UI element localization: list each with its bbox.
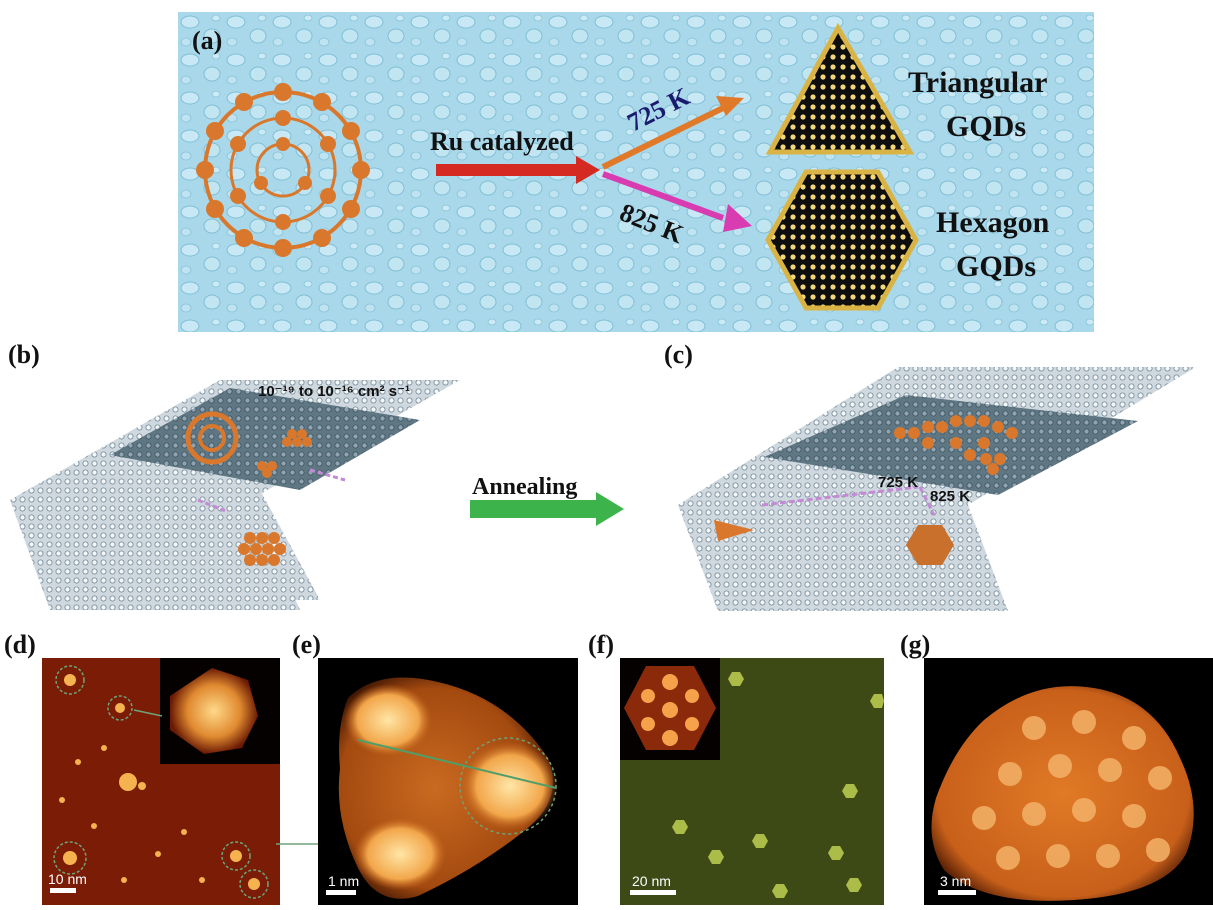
diffusion-label: 10⁻¹⁹ to 10⁻¹⁶ cm² s⁻¹ [258,383,410,400]
panel-g-letter: (g) [900,630,931,659]
arrow-725k [601,105,725,170]
carbon-clusters [238,429,312,566]
panel-b: 10⁻¹⁹ to 10⁻¹⁶ cm² s⁻¹ [0,360,470,610]
panel-c-illustration: 725 K 825 K [678,367,1196,611]
scale-bar-g: 3 nm [940,873,971,889]
panel-a-illustration: Ru catalyzed 725 K 825 K Triangular GQDs… [178,12,1094,332]
panel-c-letter: (c) [664,340,693,369]
scale-bar-f: 20 nm [632,873,671,889]
hexagonal-gqd-c [906,525,954,565]
panel-e-letter: (e) [292,630,321,659]
panel-b-letter: (b) [8,340,40,369]
cluster-network [894,415,1018,475]
annealing-label: Annealing [472,474,577,500]
arrow-825k [601,171,725,221]
panel-g: 3 nm [924,658,1213,905]
panel-a-letter: (a) [192,26,223,55]
water-background [178,12,1094,332]
stm-image-g: 3 nm [924,658,1213,905]
stm-image-d: 10 nm [42,658,280,905]
ru-substrate-region [110,388,420,490]
scale-bar-e: 1 nm [328,873,359,889]
stm-image-e: 1 nm [318,658,578,905]
triangular-gqd-c [714,520,754,541]
panel-f-letter: (f) [588,630,614,659]
fullerene-molecule [196,83,370,257]
panel-f: 20 nm [620,658,884,905]
panel-b-illustration: 10⁻¹⁹ to 10⁻¹⁶ cm² s⁻¹ [10,380,460,610]
annealing-step: Annealing [468,470,628,530]
hexagon-gqds-label: GQDs [956,250,1036,283]
ru-catalyzed-label: Ru catalyzed [430,127,574,156]
triangular-gqd [765,22,915,155]
hexagon-label: Hexagon [936,206,1050,239]
stm-image-f: 20 nm [620,658,884,905]
panel-d: 10 nm [42,658,280,905]
bottom-graphene-layer-c [678,505,1008,611]
panel-e: 1 nm [318,658,578,905]
temp-725-label-c: 725 K [878,474,918,491]
panel-d-letter: (d) [4,630,36,659]
hexagonal-gqd [765,169,919,311]
scale-bar-d: 10 nm [48,871,87,887]
panel-c: 725 K 825 K [668,355,1208,615]
hexagonal-gqds-field [672,672,884,898]
temp-825-label-c: 825 K [930,488,970,505]
annealing-arrow: Annealing [470,474,624,526]
triangular-label: Triangular [908,66,1047,99]
c60-on-surface [185,411,239,465]
panel-a: Ru catalyzed 725 K 825 K Triangular GQDs… [178,12,1094,332]
triangular-gqds-label: GQDs [946,110,1026,143]
